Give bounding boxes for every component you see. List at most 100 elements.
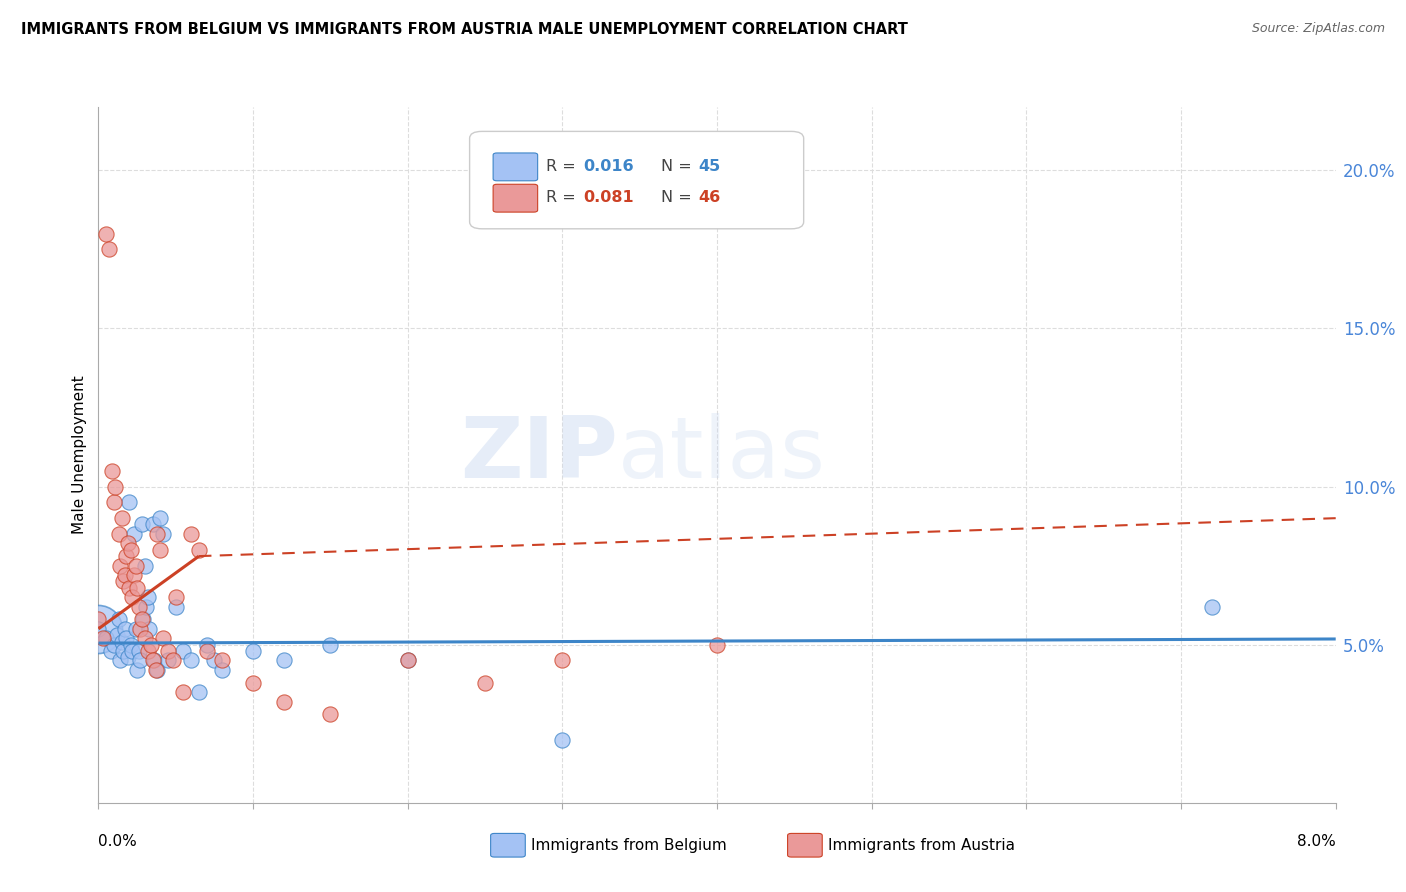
Point xyxy=(127,663,149,677)
Point xyxy=(100,644,122,658)
Point xyxy=(145,663,167,677)
Point xyxy=(117,536,139,550)
Text: R =: R = xyxy=(547,159,581,174)
Point xyxy=(706,638,728,652)
Point xyxy=(101,464,124,478)
Point xyxy=(1201,599,1223,614)
Point xyxy=(551,653,574,667)
Text: 0.016: 0.016 xyxy=(583,159,634,174)
Point xyxy=(127,581,149,595)
Point xyxy=(165,599,187,614)
Point xyxy=(111,511,134,525)
Point xyxy=(551,732,574,747)
Point xyxy=(157,644,180,658)
Point xyxy=(141,517,165,532)
Point xyxy=(211,663,233,677)
Point xyxy=(121,644,143,658)
Point xyxy=(103,495,125,509)
Point xyxy=(136,644,159,658)
Point xyxy=(195,644,218,658)
Point xyxy=(188,542,211,557)
Point xyxy=(474,675,496,690)
Point xyxy=(139,638,162,652)
FancyBboxPatch shape xyxy=(491,833,526,857)
Point xyxy=(128,599,150,614)
Point xyxy=(141,653,165,667)
Point xyxy=(120,638,142,652)
Point xyxy=(87,612,110,626)
Point xyxy=(319,707,342,722)
Text: N =: N = xyxy=(661,159,697,174)
Text: 8.0%: 8.0% xyxy=(1296,834,1336,849)
Text: 46: 46 xyxy=(699,190,721,205)
Text: Source: ZipAtlas.com: Source: ZipAtlas.com xyxy=(1251,22,1385,36)
Point xyxy=(112,574,135,589)
Point xyxy=(114,568,136,582)
Point xyxy=(114,622,136,636)
Point xyxy=(121,591,143,605)
Point xyxy=(152,632,174,646)
Point xyxy=(143,653,166,667)
Point xyxy=(273,695,295,709)
Point xyxy=(107,612,129,626)
Point xyxy=(132,612,155,626)
Point xyxy=(129,622,152,636)
Point xyxy=(211,653,233,667)
Text: N =: N = xyxy=(661,190,697,205)
Text: IMMIGRANTS FROM BELGIUM VS IMMIGRANTS FROM AUSTRIA MALE UNEMPLOYMENT CORRELATION: IMMIGRANTS FROM BELGIUM VS IMMIGRANTS FR… xyxy=(21,22,908,37)
Point xyxy=(273,653,295,667)
Point xyxy=(122,527,145,541)
Point xyxy=(96,632,118,646)
Point xyxy=(122,568,145,582)
Point xyxy=(173,685,195,699)
Point xyxy=(108,653,131,667)
Point xyxy=(131,612,153,626)
Point xyxy=(96,227,118,241)
Point xyxy=(162,653,184,667)
Point xyxy=(146,663,169,677)
Point xyxy=(91,632,114,646)
Point xyxy=(87,622,110,636)
Point xyxy=(108,558,131,573)
Point xyxy=(105,628,128,642)
Point xyxy=(152,527,174,541)
Point xyxy=(111,634,134,648)
Text: 0.0%: 0.0% xyxy=(98,834,138,849)
Point xyxy=(87,622,110,636)
Point xyxy=(129,653,152,667)
Point xyxy=(112,644,135,658)
Point xyxy=(131,517,153,532)
Point xyxy=(104,479,127,493)
Point xyxy=(118,495,141,509)
Point xyxy=(204,653,226,667)
Text: atlas: atlas xyxy=(619,413,827,497)
FancyBboxPatch shape xyxy=(494,153,537,181)
Point xyxy=(146,527,169,541)
Point xyxy=(124,622,146,636)
Point xyxy=(98,243,121,257)
Point xyxy=(165,591,187,605)
Point xyxy=(180,527,202,541)
FancyBboxPatch shape xyxy=(787,833,823,857)
Point xyxy=(149,542,172,557)
Point xyxy=(242,675,264,690)
Point xyxy=(120,542,142,557)
Point xyxy=(136,591,159,605)
Point xyxy=(134,558,156,573)
Point xyxy=(138,622,160,636)
Point xyxy=(135,599,157,614)
Y-axis label: Male Unemployment: Male Unemployment xyxy=(72,376,87,534)
Point xyxy=(117,650,139,665)
Point xyxy=(396,653,419,667)
Text: ZIP: ZIP xyxy=(460,413,619,497)
Point xyxy=(319,638,342,652)
FancyBboxPatch shape xyxy=(470,131,804,229)
Point xyxy=(128,644,150,658)
FancyBboxPatch shape xyxy=(494,185,537,212)
Text: 0.081: 0.081 xyxy=(583,190,634,205)
Point xyxy=(149,511,172,525)
Point xyxy=(157,653,180,667)
Text: R =: R = xyxy=(547,190,581,205)
Point xyxy=(124,558,146,573)
Point xyxy=(115,549,138,563)
